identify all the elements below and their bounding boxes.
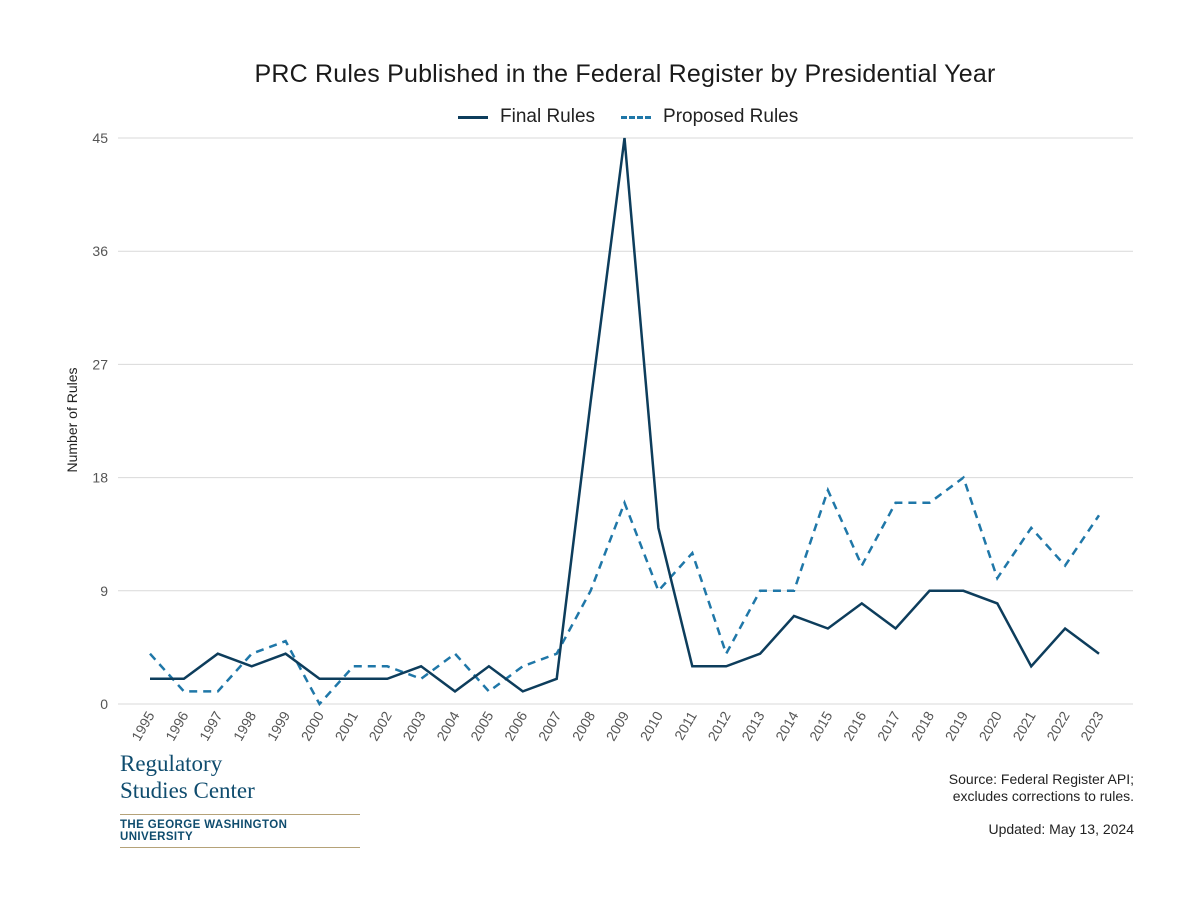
- logo-university: THE GEORGE WASHINGTON UNIVERSITY: [120, 819, 288, 843]
- x-tick-label-2006: 2006: [501, 708, 531, 743]
- x-tick-label-2020: 2020: [975, 708, 1005, 743]
- regulatory-studies-center-logo: Regulatory Studies Center THE GEORGE WAS…: [120, 750, 360, 848]
- y-tick-label-36: 36: [92, 243, 108, 259]
- x-tick-label-2012: 2012: [704, 708, 734, 743]
- legend-swatch-dashed: [621, 115, 652, 119]
- chart-legend: Final Rules Proposed Rules: [458, 106, 824, 128]
- x-tick-label-2023: 2023: [1077, 708, 1107, 743]
- x-tick-label-2004: 2004: [433, 708, 463, 743]
- legend-item-proposed-rules: Proposed Rules: [621, 106, 798, 128]
- logo-line-1: Regulatory: [120, 751, 223, 776]
- x-tick-label-2016: 2016: [840, 708, 870, 743]
- x-tick-label-1998: 1998: [230, 708, 260, 743]
- x-tick-label-2017: 2017: [874, 708, 904, 743]
- legend-item-final-rules: Final Rules: [458, 106, 595, 128]
- x-tick-label-2007: 2007: [535, 708, 565, 743]
- x-tick-label-1999: 1999: [264, 708, 294, 743]
- source-note: Source: Federal Register API; excludes c…: [949, 771, 1134, 805]
- x-axis-ticks: 1995 1996 1997 1998 1999 2000 2001 2002 2003 2004…: [128, 708, 1107, 743]
- x-tick-label-2002: 2002: [365, 708, 395, 743]
- x-tick-label-2008: 2008: [569, 708, 599, 743]
- series-line-final-rules: [150, 137, 1100, 693]
- x-tick-label-1995: 1995: [128, 708, 158, 743]
- y-tick-label-18: 18: [92, 470, 108, 486]
- x-tick-label-2005: 2005: [467, 708, 497, 743]
- x-tick-label-2019: 2019: [942, 708, 972, 743]
- chart-title: PRC Rules Published in the Federal Regis…: [254, 60, 996, 88]
- y-axis-title: Number of Rules: [64, 367, 80, 472]
- x-tick-label-2018: 2018: [908, 708, 938, 743]
- x-tick-label-2014: 2014: [772, 708, 802, 743]
- logo-line-2: Studies Center: [120, 778, 255, 803]
- legend-swatch-solid: [458, 115, 488, 119]
- x-tick-label-2003: 2003: [399, 708, 429, 743]
- x-tick-label-2000: 2000: [298, 708, 328, 743]
- y-tick-label-27: 27: [92, 356, 108, 372]
- x-tick-label-2021: 2021: [1009, 708, 1039, 743]
- y-tick-label-9: 9: [100, 583, 108, 599]
- y-axis-ticks: 0 9 18 27 36 45: [92, 130, 108, 712]
- x-tick-label-1996: 1996: [162, 708, 192, 743]
- x-tick-label-2011: 2011: [671, 708, 700, 742]
- y-tick-label-0: 0: [100, 696, 108, 712]
- gridlines: [118, 137, 1133, 705]
- x-tick-label-2015: 2015: [806, 708, 836, 743]
- logo-divider-bottom: [120, 847, 360, 848]
- source-line-1: Source: Federal Register API;: [948, 771, 1134, 787]
- source-line-2: excludes corrections to rules.: [952, 788, 1134, 804]
- series-line-proposed-rules: [149, 475, 1101, 707]
- x-tick-label-2009: 2009: [603, 708, 633, 743]
- logo-divider: [120, 814, 360, 815]
- updated-note: Updated: May 13, 2024: [988, 821, 1134, 837]
- series-lines: [149, 137, 1101, 707]
- x-tick-label-2013: 2013: [738, 708, 768, 743]
- y-tick-label-45: 45: [92, 130, 108, 146]
- x-tick-label-2022: 2022: [1043, 708, 1073, 743]
- x-tick-label-2001: 2001: [332, 708, 362, 743]
- legend-label-proposed-rules: Proposed Rules: [663, 106, 799, 127]
- legend-label-final-rules: Final Rules: [500, 106, 596, 127]
- x-tick-label-1997: 1997: [196, 708, 226, 743]
- x-tick-label-2010: 2010: [637, 708, 667, 743]
